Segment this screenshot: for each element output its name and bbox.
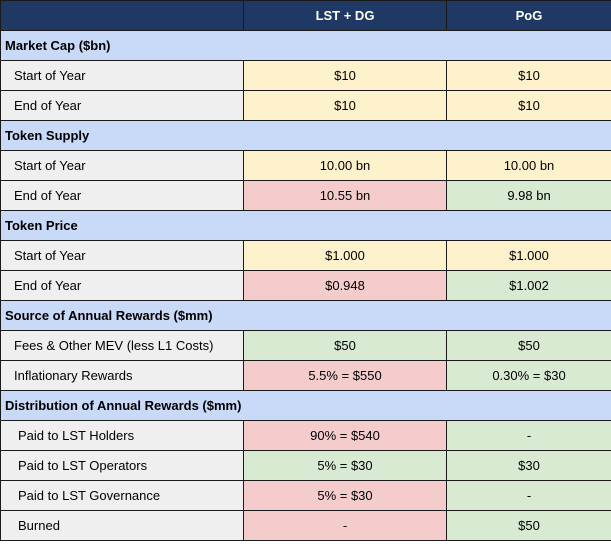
- table-row: Inflationary Rewards 5.5% = $550 0.30% =…: [0, 360, 611, 391]
- pog-value: -: [446, 420, 611, 451]
- section-token-supply: Token Supply: [0, 120, 611, 151]
- comparison-table: LST + DG PoG Market Cap ($bn) Start of Y…: [0, 0, 611, 541]
- pog-value: $10: [446, 90, 611, 121]
- row-label: Burned: [0, 510, 244, 541]
- row-label: Paid to LST Operators: [0, 450, 244, 481]
- header-lst-dg: LST + DG: [243, 0, 447, 31]
- table-row: Paid to LST Governance 5% = $30 -: [0, 480, 611, 511]
- pog-value: 10.00 bn: [446, 150, 611, 181]
- lst-value: 5% = $30: [243, 450, 447, 481]
- row-label: Start of Year: [0, 60, 244, 91]
- section-token-price: Token Price: [0, 210, 611, 241]
- table-row: End of Year $0.948 $1.002: [0, 270, 611, 301]
- lst-value: -: [243, 510, 447, 541]
- table-row: Paid to LST Operators 5% = $30 $30: [0, 450, 611, 481]
- pog-value: -: [446, 480, 611, 511]
- section-title: Distribution of Annual Rewards ($mm): [0, 390, 611, 421]
- section-market-cap: Market Cap ($bn): [0, 30, 611, 61]
- lst-value: 5.5% = $550: [243, 360, 447, 391]
- lst-value: $0.948: [243, 270, 447, 301]
- row-label: Start of Year: [0, 240, 244, 271]
- header-corner: [0, 0, 244, 31]
- section-distribution-of-rewards: Distribution of Annual Rewards ($mm): [0, 390, 611, 421]
- lst-value: $50: [243, 330, 447, 361]
- lst-value: 10.55 bn: [243, 180, 447, 211]
- lst-value: $10: [243, 60, 447, 91]
- row-label: Paid to LST Holders: [0, 420, 244, 451]
- table-row: Start of Year 10.00 bn 10.00 bn: [0, 150, 611, 181]
- row-label: End of Year: [0, 90, 244, 121]
- lst-value: 5% = $30: [243, 480, 447, 511]
- table-row: Burned - $50: [0, 510, 611, 541]
- table-row: Fees & Other MEV (less L1 Costs) $50 $50: [0, 330, 611, 361]
- pog-value: $1.000: [446, 240, 611, 271]
- table-row: Start of Year $1.000 $1.000: [0, 240, 611, 271]
- pog-value: $50: [446, 510, 611, 541]
- section-title: Source of Annual Rewards ($mm): [0, 300, 611, 331]
- table-row: Paid to LST Holders 90% = $540 -: [0, 420, 611, 451]
- section-title: Token Price: [0, 210, 611, 241]
- row-label: Start of Year: [0, 150, 244, 181]
- lst-value: 90% = $540: [243, 420, 447, 451]
- pog-value: 0.30% = $30: [446, 360, 611, 391]
- pog-value: $10: [446, 60, 611, 91]
- section-title: Token Supply: [0, 120, 611, 151]
- pog-value: 9.98 bn: [446, 180, 611, 211]
- lst-value: $10: [243, 90, 447, 121]
- lst-value: 10.00 bn: [243, 150, 447, 181]
- pog-value: $30: [446, 450, 611, 481]
- table-row: End of Year 10.55 bn 9.98 bn: [0, 180, 611, 211]
- row-label: Inflationary Rewards: [0, 360, 244, 391]
- row-label: Paid to LST Governance: [0, 480, 244, 511]
- table-row: End of Year $10 $10: [0, 90, 611, 121]
- header-row: LST + DG PoG: [0, 0, 611, 31]
- lst-value: $1.000: [243, 240, 447, 271]
- row-label: Fees & Other MEV (less L1 Costs): [0, 330, 244, 361]
- row-label: End of Year: [0, 270, 244, 301]
- pog-value: $50: [446, 330, 611, 361]
- section-source-of-rewards: Source of Annual Rewards ($mm): [0, 300, 611, 331]
- header-pog: PoG: [446, 0, 611, 31]
- section-title: Market Cap ($bn): [0, 30, 611, 61]
- pog-value: $1.002: [446, 270, 611, 301]
- table-row: Start of Year $10 $10: [0, 60, 611, 91]
- row-label: End of Year: [0, 180, 244, 211]
